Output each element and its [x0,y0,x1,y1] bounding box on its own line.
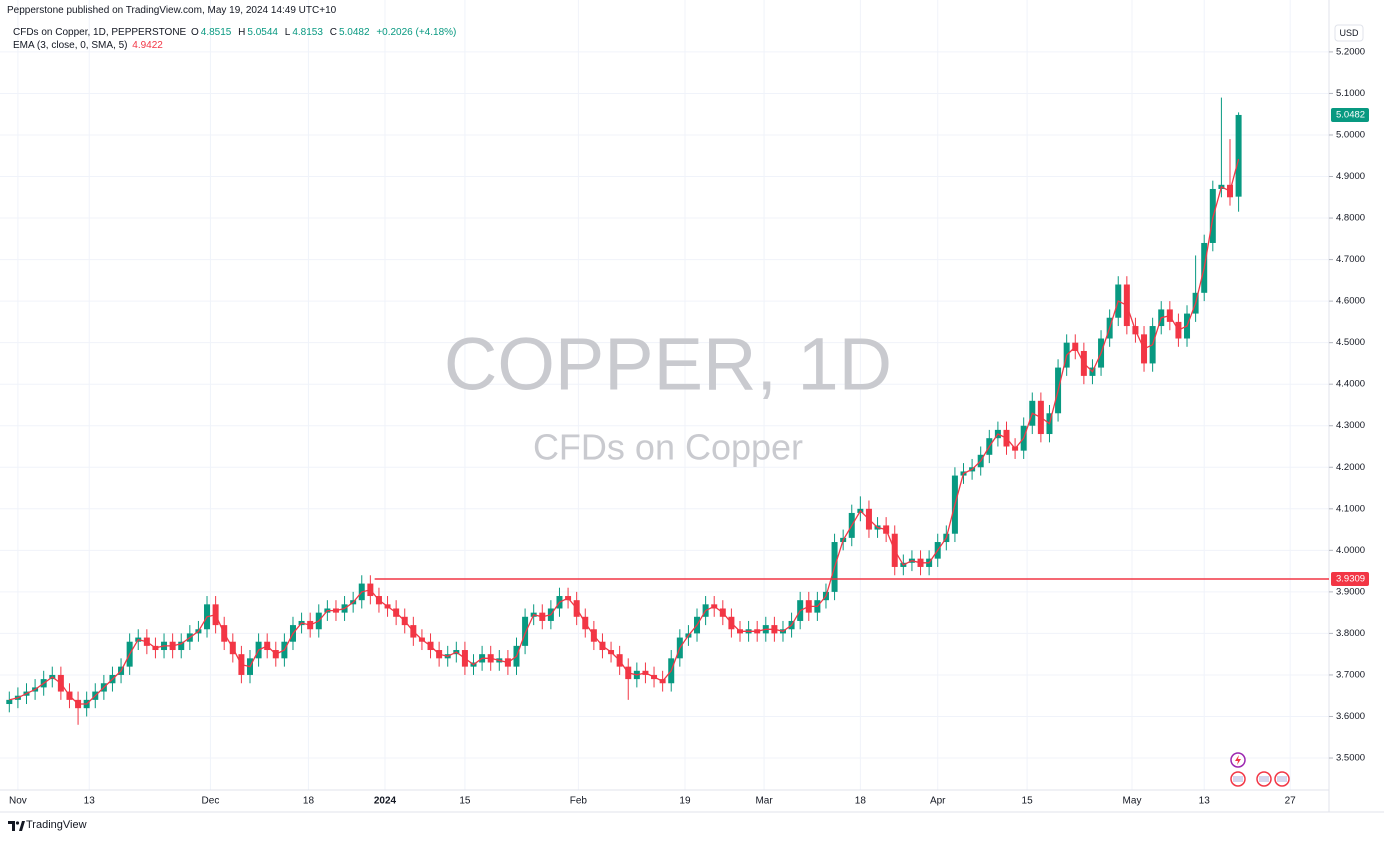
value: 5.0482 [338,27,370,38]
y-tick-label: 4.5000 [1336,337,1365,348]
candle-body [6,699,13,705]
currency: USD [1339,28,1359,38]
x-tick-label: Feb [570,796,588,807]
watermark-title: COPPER, 1D [444,323,892,406]
letter: H [238,27,246,38]
y-tick-label: 4.7000 [1336,254,1365,265]
legend-high: H 5.0544 [238,27,280,38]
grid [0,0,1329,790]
ema-legend: EMA (3, close, 0, SMA, 5) 4.9422 [13,40,165,51]
last-price-box [1331,107,1369,122]
flag [1259,776,1269,782]
published-note: Pepperstone published on TradingView.com… [7,5,337,16]
letter: L [284,27,291,38]
logo-shape [19,821,25,831]
y-tick-label: 5.1000 [1336,88,1365,99]
y-tick-label: 3.8000 [1336,628,1365,639]
y-tick-label: 4.4000 [1336,379,1365,390]
y-tick-label: 5.2000 [1336,46,1365,57]
x-tick-label: 13 [84,796,96,807]
x-tick-label: Nov [9,796,27,807]
x-tick-label: 15 [1022,796,1034,807]
y-tick-label: 4.6000 [1336,296,1365,307]
ema-value: 4.9422 [132,40,163,51]
x-tick-label: 19 [679,796,691,807]
y-tick-label: 3.7000 [1336,669,1365,680]
x-tick-label: 27 [1285,796,1297,807]
last-price-label: 5.0482 [1336,109,1365,120]
watermark-subtitle: CFDs on Copper [533,427,803,468]
x-tick-label: Dec [202,796,220,807]
y-tick-label: 4.2000 [1336,462,1365,473]
change: +0.2026 (+4.18%) [376,27,457,38]
level-label-box [1331,572,1369,587]
x-tick-label: 2024 [374,796,397,807]
event-icons [1230,752,1290,787]
y-tick-label: 3.5000 [1336,753,1365,764]
logo-icon [8,821,25,831]
currency-box[interactable] [1334,24,1364,42]
logo-dot [15,821,20,825]
logo-text: TradingView [26,819,87,831]
y-tick-label: 3.9000 [1336,586,1365,597]
x-tick-label: Mar [755,796,773,807]
bolt [1235,755,1241,765]
value: 5.0544 [247,27,278,38]
value: 4.8515 [200,27,232,38]
x-tick-label: Apr [930,796,946,807]
logo-shape [8,821,15,831]
candle-body [522,616,529,646]
flag [1233,776,1243,782]
x-tick-label: 18 [855,796,867,807]
y-tick-label: 4.0000 [1336,545,1365,556]
ema-name: EMA (3, close, 0, SMA, 5) [13,40,128,51]
letter: O [191,27,199,38]
x-tick-label: 15 [459,796,471,807]
flag [1277,776,1287,782]
x-tick-label: 13 [1199,796,1211,807]
ema-line [9,158,1240,705]
symbol: CFDs on Copper, 1D, PEPPERSTONE [13,27,187,38]
x-tick-label: 18 [303,796,315,807]
y-tick-label: 4.3000 [1336,420,1365,431]
x-tick-label: May [1123,796,1142,807]
ohlc-legend: CFDs on Copper, 1D, PEPPERSTONE O 4.8515 … [13,27,458,38]
letter: C [329,27,337,38]
y-tick-label: 5.0000 [1336,129,1365,140]
y-tick-label: 3.6000 [1336,711,1365,722]
value: 4.8153 [292,27,323,38]
legend-open: O 4.8515 [191,27,233,38]
y-tick-label: 4.8000 [1336,213,1365,224]
y-tick-label: 4.1000 [1336,503,1365,514]
level-label: 3.9309 [1336,574,1365,585]
candle-body [1235,114,1242,197]
candles [6,97,1242,725]
legend-close: C 5.0482 [330,27,372,38]
candle-body [178,641,185,651]
legend-low: L 4.8153 [285,27,325,38]
y-tick-label: 4.9000 [1336,171,1365,182]
